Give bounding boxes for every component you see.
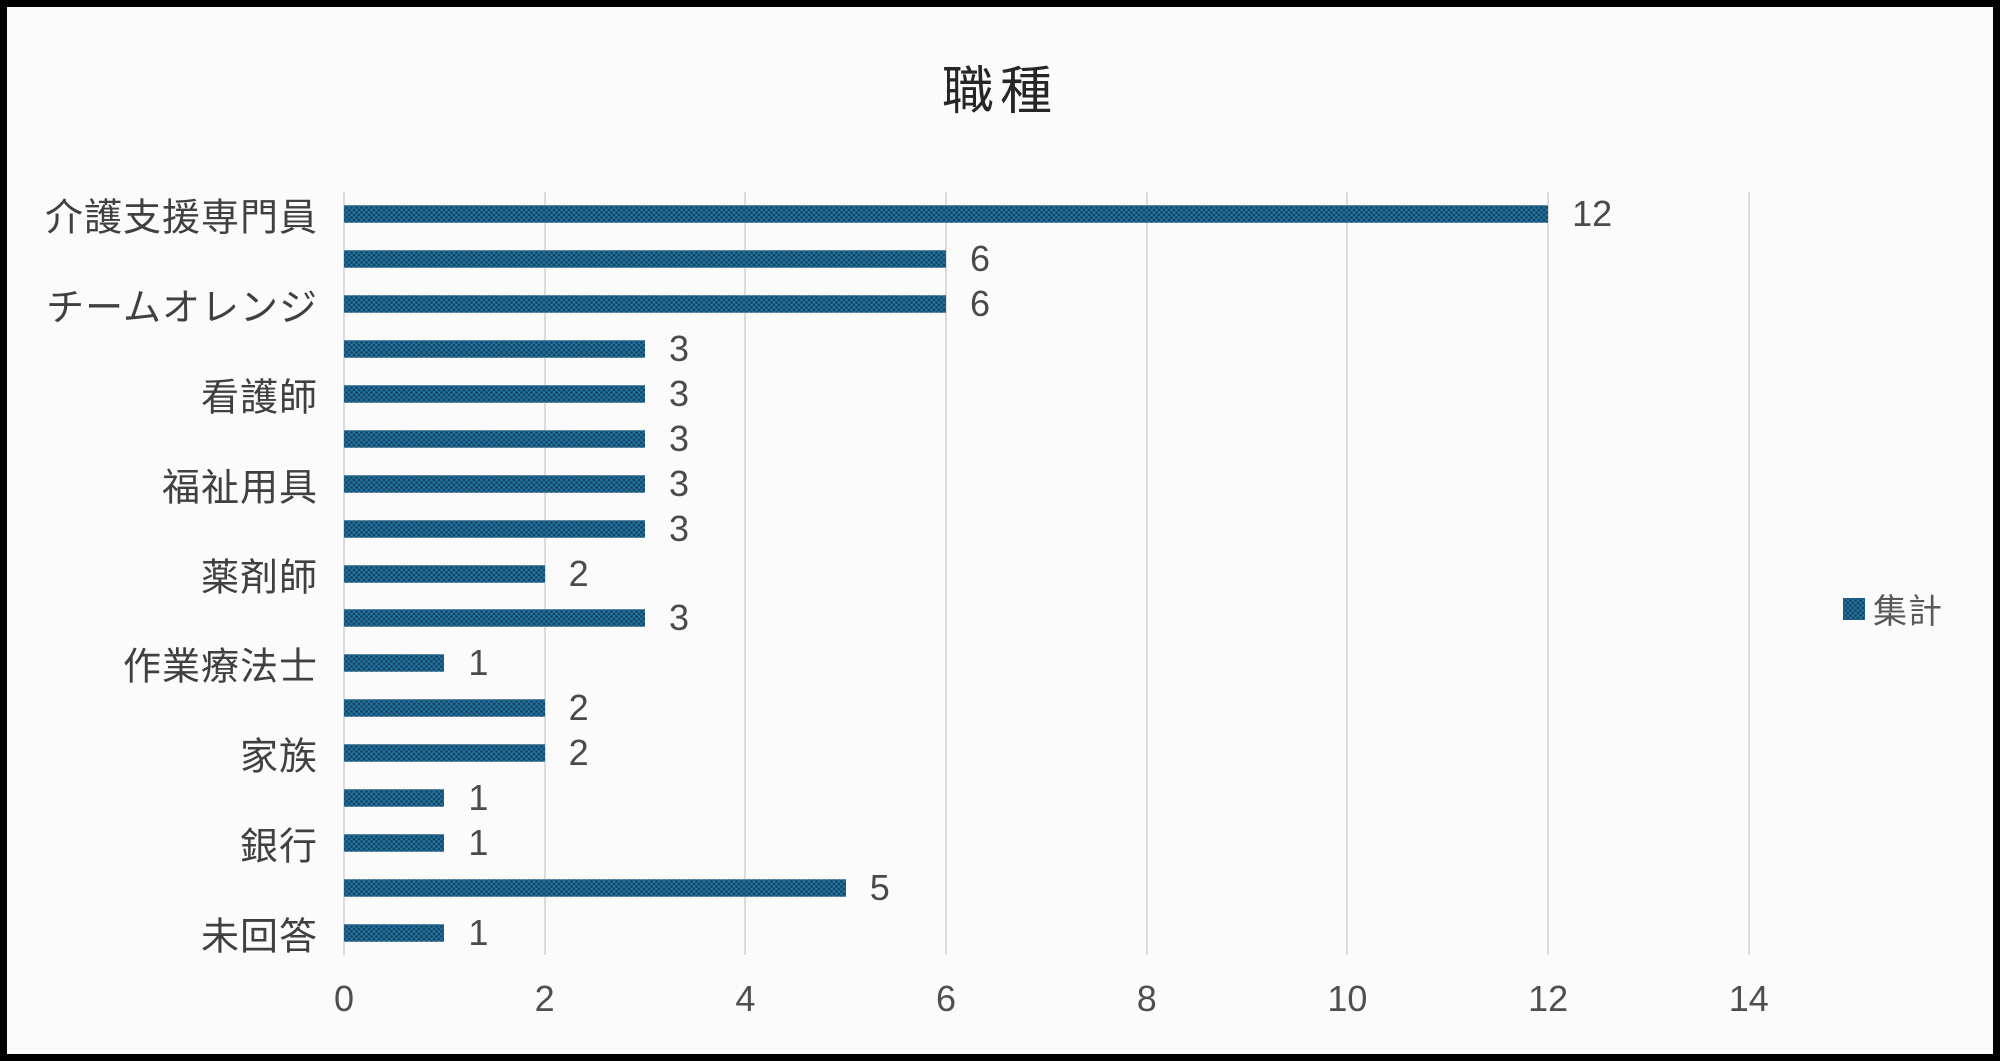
plot-area: 12 6 6 3 3 3 3 3 2 3 1 2 2 1 1 5 1: [343, 192, 1809, 955]
bar: [344, 295, 947, 314]
bar-value-label: 2: [568, 552, 589, 594]
bar: [344, 250, 947, 269]
gridline: [1346, 192, 1349, 955]
category-label: 銀行: [239, 826, 318, 869]
category-label: 作業療法士: [122, 646, 318, 689]
bar: [344, 699, 545, 718]
bar: [344, 564, 545, 583]
chart-title: 職種: [941, 63, 1058, 121]
value-axis: 0 2 4 6 8 10 12 14: [334, 978, 1809, 1028]
bar-value-label: 3: [669, 417, 690, 459]
x-tick-label: 10: [1327, 978, 1368, 1019]
bar: [344, 384, 646, 403]
bar-value-label: 1: [468, 642, 489, 684]
x-tick-label: 6: [936, 978, 957, 1019]
bar: [344, 340, 646, 359]
gridline: [1145, 192, 1148, 955]
legend: 集計: [1843, 584, 1943, 633]
category-label: 介護支援専門員: [44, 197, 318, 240]
legend-label: 集計: [1873, 593, 1943, 631]
bar-value-label: 3: [669, 597, 690, 639]
bar-value-label: 1: [468, 911, 489, 953]
category-label: 福祉用具: [161, 467, 318, 510]
x-tick-label: 0: [333, 978, 355, 1019]
bar: [344, 609, 646, 628]
bar-value-label: 1: [468, 776, 489, 818]
category-label: 未回答: [200, 916, 318, 959]
bar-value-label: 3: [669, 328, 690, 370]
bar-value-label: 1: [468, 821, 489, 863]
category-label: 看護師: [200, 377, 318, 420]
category-axis: 介護支援専門員 チームオレンジ看護師福祉用具薬剤師作業療法士家族銀行未回答: [7, 192, 318, 958]
category-label: 薬剤師: [200, 557, 318, 599]
x-tick-label: 8: [1136, 978, 1157, 1019]
bar: [344, 429, 646, 448]
category-label: 家族: [239, 736, 318, 779]
bar-value-label: 6: [970, 238, 991, 280]
bar-value-label: 5: [869, 866, 890, 908]
bar-value-label: 2: [568, 687, 589, 729]
bar: [344, 833, 445, 852]
gridline: [1747, 192, 1750, 955]
gridline: [945, 192, 948, 955]
bar-value-label: 6: [970, 283, 991, 325]
bar: [344, 205, 1549, 224]
bar-value-label: 3: [669, 372, 690, 414]
bar: [344, 788, 445, 807]
x-tick-label: 12: [1528, 978, 1569, 1019]
bar: [344, 519, 646, 538]
bar: [344, 474, 646, 493]
x-tick-label: 4: [735, 978, 756, 1019]
bar-value-label: 2: [568, 732, 589, 774]
bar: [344, 878, 846, 897]
bar: [344, 654, 445, 673]
bar-value-label: 3: [669, 507, 690, 549]
x-tick-label: 2: [534, 978, 555, 1019]
category-label: チームオレンジ: [46, 287, 318, 330]
gridline: [1547, 192, 1550, 955]
chart-canvas: 職種 12 6 6 3 3 3 3 3 2 3 1 2 2 1 1 5 1 介護支援専門員 チームオレンジ 看護師福…: [7, 7, 1993, 1054]
bar-value-label: 3: [669, 462, 690, 504]
gridline: [744, 192, 747, 955]
bar: [344, 744, 545, 763]
gridline: [543, 192, 546, 955]
x-tick-label: 14: [1728, 978, 1769, 1019]
bar-value-label: 12: [1572, 193, 1613, 235]
bar: [344, 923, 445, 942]
legend-swatch-icon: [1843, 597, 1865, 620]
